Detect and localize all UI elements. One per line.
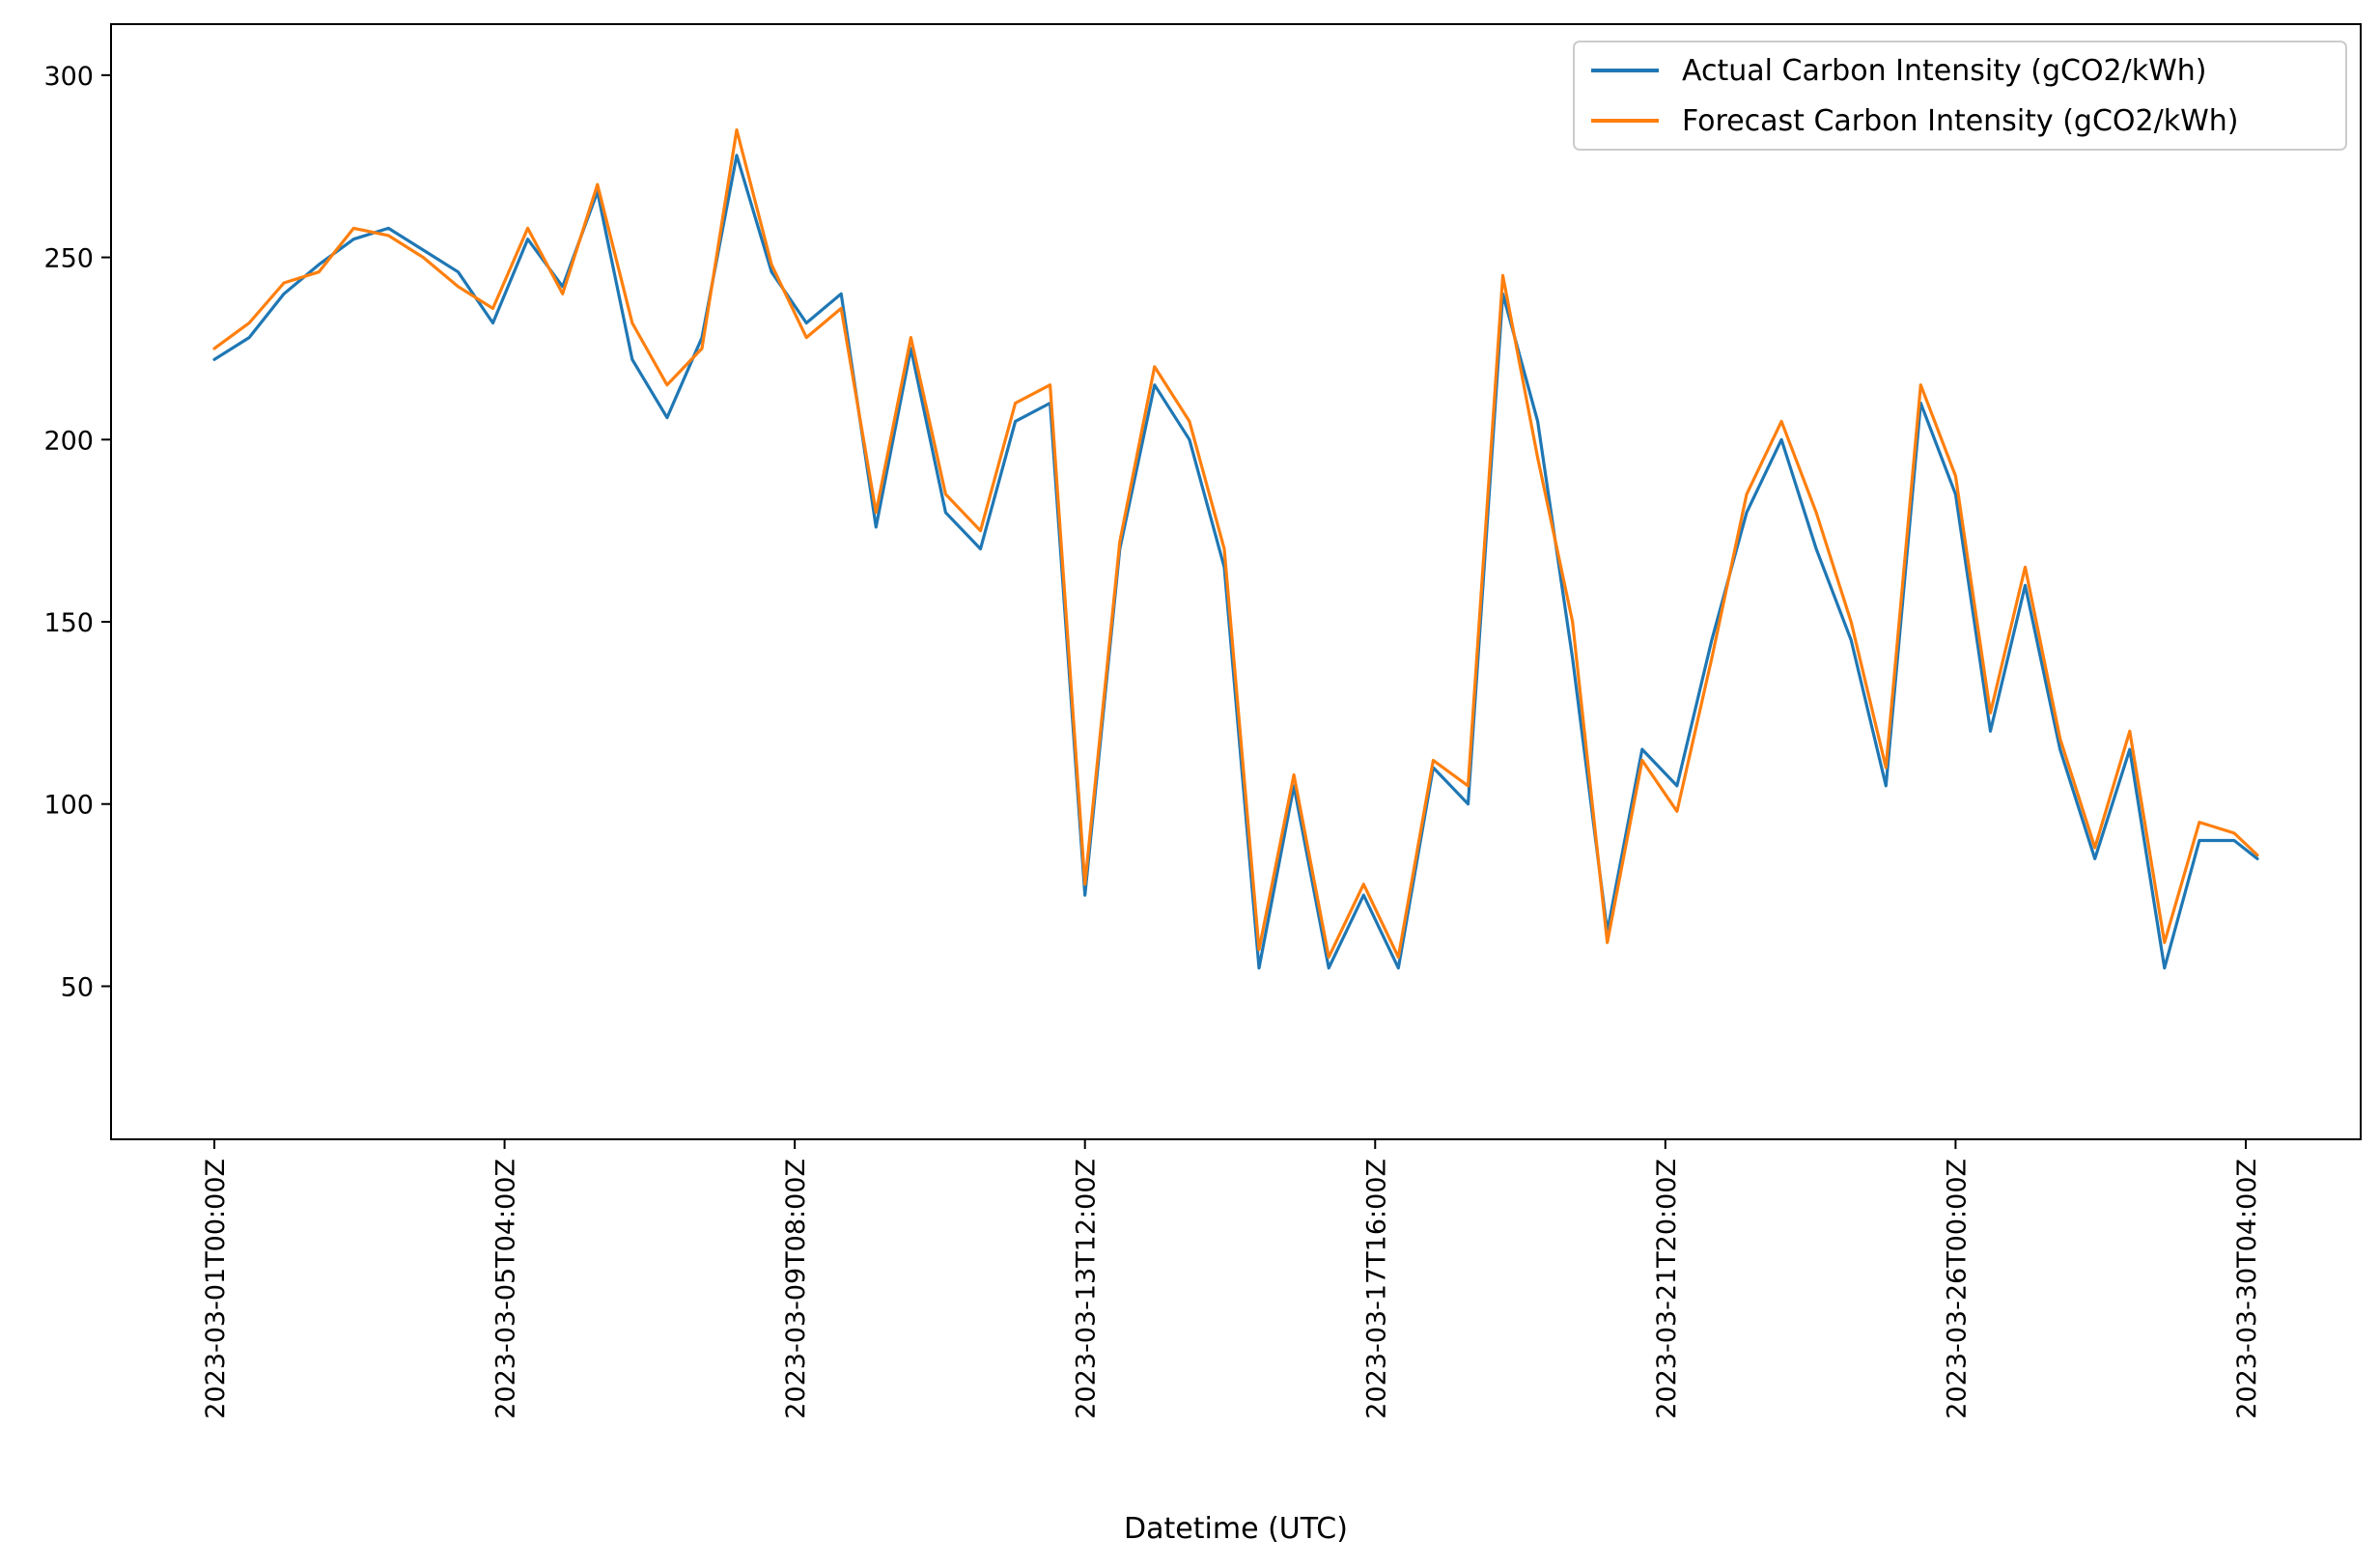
x-tick-label: 2023-03-17T16:00Z [1361,1159,1391,1419]
x-tick-label: 2023-03-01T00:00Z [201,1159,231,1419]
y-tick-label: 100 [43,791,94,821]
x-tick-label: 2023-03-21T20:00Z [1652,1159,1682,1419]
series-line-forecast [212,127,2259,959]
y-tick-label: 200 [43,426,94,456]
series-layer [212,127,2259,970]
y-axis: 50 100 150 200 250 300 [43,62,111,1002]
x-tick-label: 2023-03-09T08:00Z [781,1159,811,1419]
legend-box [1573,41,2347,151]
y-tick-label: 250 [43,244,94,274]
y-tick-label: 300 [43,62,94,92]
x-axis-label: Datetime (UTC) [1124,1512,1348,1546]
x-tick-label: 2023-03-30T04:00Z [2232,1159,2262,1419]
series-line-actual [212,154,2259,970]
plot-area [111,24,2361,1139]
x-axis: 2023-03-01T00:00Z 2023-03-05T04:00Z 2023-0… [201,1139,2262,1419]
legend-label-forecast: Forecast Carbon Intensity (gCO2/kWh) [1682,104,2238,138]
y-tick-label: 50 [61,972,94,1002]
y-tick-label: 150 [43,608,94,638]
plot-frame [110,23,2362,1140]
x-tick-label: 2023-03-26T00:00Z [1942,1159,1972,1419]
legend: Actual Carbon Intensity (gCO2/kWh) Forec… [1573,41,2347,151]
legend-label-actual: Actual Carbon Intensity (gCO2/kWh) [1682,54,2207,88]
x-tick-label: 2023-03-13T12:00Z [1072,1159,1102,1419]
x-tick-label: 2023-03-05T04:00Z [491,1159,521,1419]
